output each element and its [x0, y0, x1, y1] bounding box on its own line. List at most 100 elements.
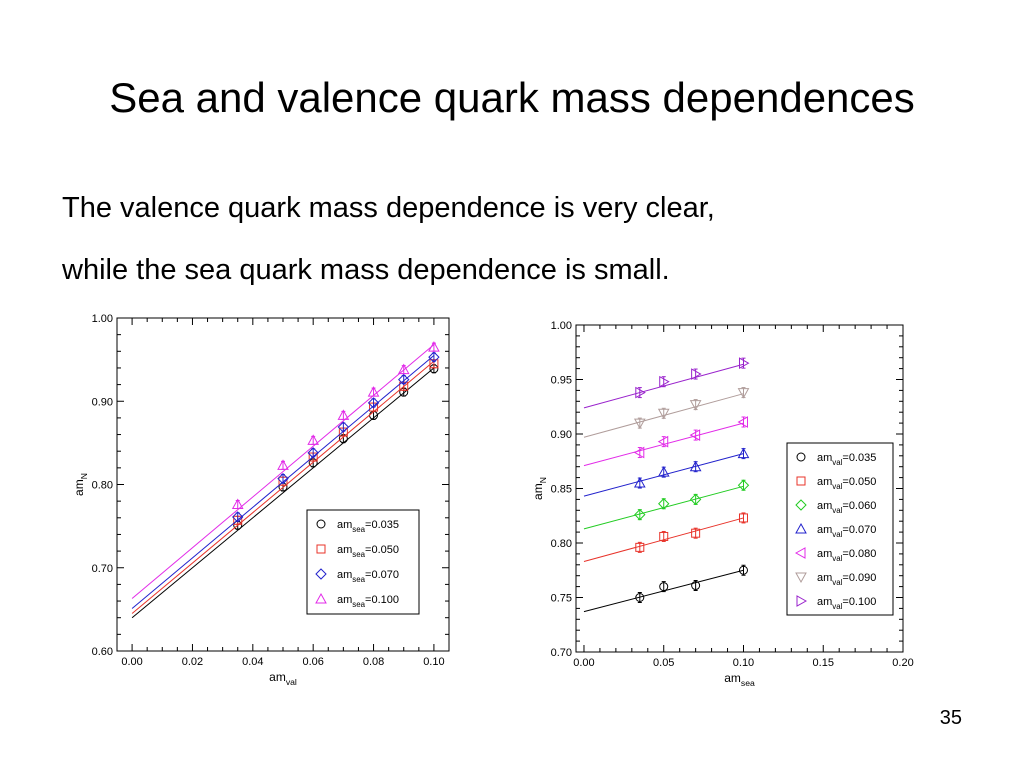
legend-entry: amval=0.060 [817, 500, 876, 515]
y-axis-label: amN [531, 477, 548, 500]
x-tick-label: 0.04 [242, 656, 263, 668]
legend-marker [315, 568, 327, 580]
data-point [633, 446, 645, 459]
y-tick-label: 0.75 [551, 593, 572, 605]
data-point [367, 386, 380, 397]
data-point [659, 375, 670, 388]
x-tick-label: 0.10 [733, 657, 754, 669]
data-point [428, 351, 440, 363]
legend-marker [795, 522, 807, 534]
data-point [633, 477, 646, 488]
data-point [689, 429, 701, 441]
data-point [738, 565, 748, 575]
series-3 [583, 447, 750, 497]
x-tick-label: 0.20 [892, 657, 913, 669]
data-point [738, 357, 750, 369]
data-point [367, 397, 380, 409]
series-2 [131, 351, 440, 609]
y-tick-label: 0.90 [92, 396, 113, 408]
data-point [738, 513, 748, 523]
data-point [307, 447, 319, 459]
series-3 [131, 341, 440, 599]
y-axis: 0.70 0.75 0.80 0.85 0.90 0.95 1.00 [551, 320, 903, 659]
y-tick-label: 0.70 [551, 647, 572, 659]
x-axis: 0.00 0.02 0.04 0.06 0.08 0.10 [121, 318, 445, 668]
data-point [659, 582, 669, 592]
legend-entry: amsea=0.035 [337, 519, 399, 534]
legend-entry: amval=0.035 [817, 452, 876, 467]
data-point [397, 363, 410, 375]
data-point [737, 479, 750, 491]
data-point [232, 511, 244, 523]
legend-entry: amval=0.070 [817, 524, 876, 539]
legend-marker [795, 572, 807, 584]
y-tick-label: 0.85 [551, 484, 572, 496]
data-point [633, 418, 646, 430]
x-tick-label: 0.00 [573, 657, 594, 669]
data-point [737, 388, 750, 399]
data-point [657, 435, 669, 448]
legend-entry: amsea=0.100 [337, 594, 399, 609]
y-axis-label: amN [72, 473, 89, 496]
y-tick-label: 0.70 [92, 563, 113, 575]
data-point [337, 421, 350, 433]
data-point [635, 542, 645, 552]
y-tick-label: 0.95 [551, 375, 572, 387]
data-point [428, 341, 440, 352]
series-2 [583, 479, 750, 530]
fit-line [131, 367, 435, 619]
legend: amsea=0.035 amsea=0.050 amsea=0.070 amsea=0… [306, 509, 420, 615]
data-point [307, 434, 320, 445]
y-tick-label: 0.60 [92, 646, 113, 658]
y-tick-label: 0.90 [551, 429, 572, 441]
x-tick-label: 0.00 [121, 656, 142, 668]
data-point [337, 409, 350, 420]
data-point [277, 459, 289, 470]
data-point [691, 368, 702, 380]
y-axis: 0.60 0.70 0.80 0.90 1.00 [92, 313, 449, 658]
data-point [689, 400, 702, 411]
x-tick-label: 0.15 [813, 657, 834, 669]
page-number: 35 [939, 707, 962, 729]
x-tick-label: 0.10 [423, 656, 444, 668]
x-axis-label: amval [269, 670, 297, 687]
series-0 [583, 564, 748, 613]
data-point [658, 498, 670, 510]
series-1 [583, 512, 748, 563]
legend-box [786, 442, 894, 616]
data-point [659, 531, 669, 541]
series-6 [583, 357, 750, 409]
legend-marker [796, 452, 806, 462]
y-tick-label: 0.80 [92, 480, 113, 492]
series-4 [583, 416, 748, 467]
x-axis-label: amsea [724, 671, 755, 688]
legend-marker [315, 592, 327, 604]
legend-marker [316, 544, 326, 554]
legend-marker [794, 547, 806, 559]
data-point [737, 416, 748, 428]
data-point [691, 581, 701, 591]
y-tick-label: 1.00 [92, 313, 113, 325]
x-tick-label: 0.08 [363, 656, 384, 668]
data-point [635, 593, 645, 602]
legend-entry: amval=0.100 [817, 596, 876, 611]
legend: amval=0.035 amval=0.050 amval=0.060 amval=0… [786, 442, 894, 616]
x-tick-label: 0.06 [302, 656, 323, 668]
data-point [277, 472, 289, 485]
legend-entry: amsea=0.050 [337, 544, 399, 559]
legend-entry: amval=0.090 [817, 572, 876, 587]
data-point [689, 493, 702, 506]
x-axis: 0.00 0.05 0.10 0.15 0.20 [573, 325, 914, 669]
data-point [635, 386, 646, 399]
series-5 [583, 387, 750, 438]
legend-marker [796, 476, 806, 486]
data-point [634, 508, 646, 521]
slide-title: Sea and valence quark mass dependences [109, 74, 915, 121]
fit-line [131, 360, 435, 614]
legend-box [306, 509, 420, 615]
legend-marker [795, 499, 807, 511]
data-point [737, 447, 750, 459]
body-text-line-2: while the sea quark mass dependence is s… [62, 254, 670, 286]
